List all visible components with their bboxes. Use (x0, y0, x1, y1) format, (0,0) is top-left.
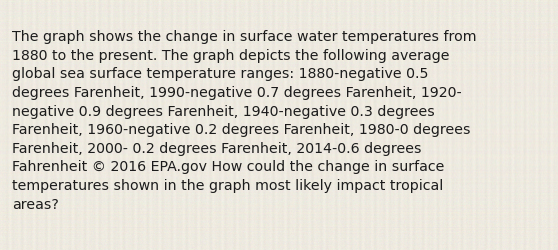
Text: The graph shows the change in surface water temperatures from
1880 to the presen: The graph shows the change in surface wa… (12, 30, 477, 211)
